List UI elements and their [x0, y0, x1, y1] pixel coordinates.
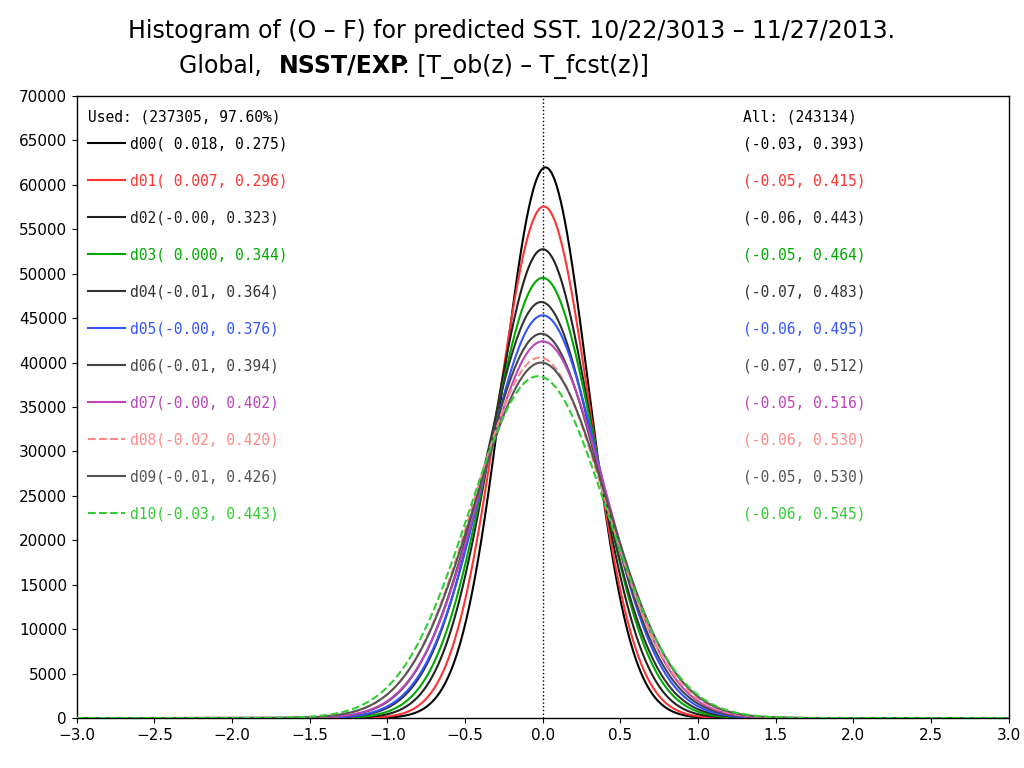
Text: (-0.06, 0.443): (-0.06, 0.443)	[743, 210, 865, 226]
Text: (-0.07, 0.512): (-0.07, 0.512)	[743, 359, 865, 373]
Text: d08(-0.02, 0.420): d08(-0.02, 0.420)	[130, 432, 279, 448]
Text: d06(-0.01, 0.394): d06(-0.01, 0.394)	[130, 359, 279, 373]
Text: (-0.06, 0.495): (-0.06, 0.495)	[743, 322, 865, 336]
Text: d04(-0.01, 0.364): d04(-0.01, 0.364)	[130, 284, 279, 300]
Text: d10(-0.03, 0.443): d10(-0.03, 0.443)	[130, 507, 279, 521]
Text: Used: (237305, 97.60%): Used: (237305, 97.60%)	[88, 110, 281, 124]
Text: : [T_ob(z) – T_fcst(z)]: : [T_ob(z) – T_fcst(z)]	[402, 54, 649, 79]
Text: d07(-0.00, 0.402): d07(-0.00, 0.402)	[130, 396, 279, 411]
Text: d09(-0.01, 0.426): d09(-0.01, 0.426)	[130, 469, 279, 485]
Text: (-0.07, 0.483): (-0.07, 0.483)	[743, 284, 865, 300]
Text: d03( 0.000, 0.344): d03( 0.000, 0.344)	[130, 247, 288, 263]
Text: (-0.05, 0.530): (-0.05, 0.530)	[743, 469, 865, 485]
Text: (-0.05, 0.464): (-0.05, 0.464)	[743, 247, 865, 263]
Text: (-0.03, 0.393): (-0.03, 0.393)	[743, 137, 865, 151]
Text: d02(-0.00, 0.323): d02(-0.00, 0.323)	[130, 210, 279, 226]
Text: d01( 0.007, 0.296): d01( 0.007, 0.296)	[130, 174, 288, 188]
Text: (-0.05, 0.516): (-0.05, 0.516)	[743, 396, 865, 411]
Text: d05(-0.00, 0.376): d05(-0.00, 0.376)	[130, 322, 279, 336]
Text: (-0.05, 0.415): (-0.05, 0.415)	[743, 174, 865, 188]
Text: Global,: Global,	[179, 54, 269, 78]
Text: Histogram of (O – F) for predicted SST. 10/22/3013 – 11/27/2013.: Histogram of (O – F) for predicted SST. …	[128, 19, 896, 43]
Text: d00( 0.018, 0.275): d00( 0.018, 0.275)	[130, 137, 288, 151]
Text: NSST/EXP: NSST/EXP	[279, 54, 408, 78]
Text: (-0.06, 0.545): (-0.06, 0.545)	[743, 507, 865, 521]
Text: (-0.06, 0.530): (-0.06, 0.530)	[743, 432, 865, 448]
Text: All: (243134): All: (243134)	[743, 110, 857, 124]
